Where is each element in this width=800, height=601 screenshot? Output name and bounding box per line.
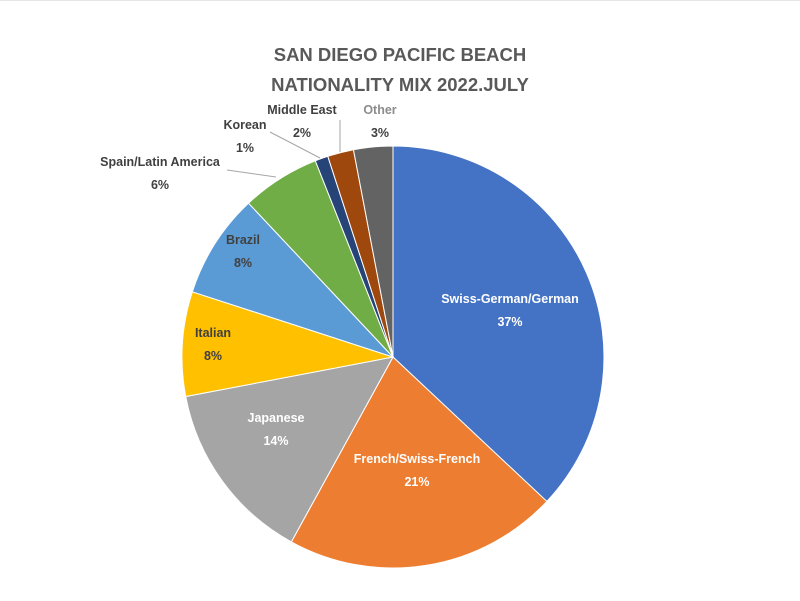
slice-label-japanese: Japanese xyxy=(248,411,305,425)
pie-slice-japanese xyxy=(185,356,394,543)
slice-value-japanese: 14% xyxy=(263,434,288,448)
slice-label-middle-east: Middle East xyxy=(267,103,337,117)
pie-slice-other xyxy=(352,145,394,358)
chart-title-line-2: NATIONALITY MIX 2022.JULY xyxy=(271,74,529,95)
slice-value-spain-latin-america: 6% xyxy=(151,178,169,192)
slice-value-middle-east: 2% xyxy=(293,126,311,140)
pie-slice-brazil xyxy=(191,202,394,358)
pie-slice-swiss-german-german xyxy=(392,145,605,503)
slice-value-other: 3% xyxy=(371,126,389,140)
pie-slice-french-swiss-french xyxy=(290,356,548,569)
slice-value-brazil: 8% xyxy=(234,256,252,270)
slice-value-italian: 8% xyxy=(204,349,222,363)
leader-line-spain-latin-america xyxy=(226,169,277,178)
leader-line-korean xyxy=(269,131,321,159)
chart-title-line-1: SAN DIEGO PACIFIC BEACH xyxy=(273,44,527,65)
slice-label-brazil: Brazil xyxy=(226,233,260,247)
slice-value-korean: 1% xyxy=(236,141,254,155)
slice-value-swiss-german-german: 37% xyxy=(497,315,522,329)
slice-value-french-swiss-french: 21% xyxy=(404,475,429,489)
slice-label-spain-latin-america: Spain/Latin America xyxy=(100,155,221,169)
slice-label-other: Other xyxy=(363,103,396,117)
slice-label-french-swiss-french: French/Swiss-French xyxy=(354,452,480,466)
chart-title: SAN DIEGO PACIFIC BEACH NATIONALITY MIX … xyxy=(0,40,800,100)
slice-label-italian: Italian xyxy=(195,326,231,340)
slice-label-swiss-german-german: Swiss-German/German xyxy=(441,292,579,306)
slice-label-korean: Korean xyxy=(223,118,266,132)
pie-slice-italian xyxy=(181,291,394,398)
